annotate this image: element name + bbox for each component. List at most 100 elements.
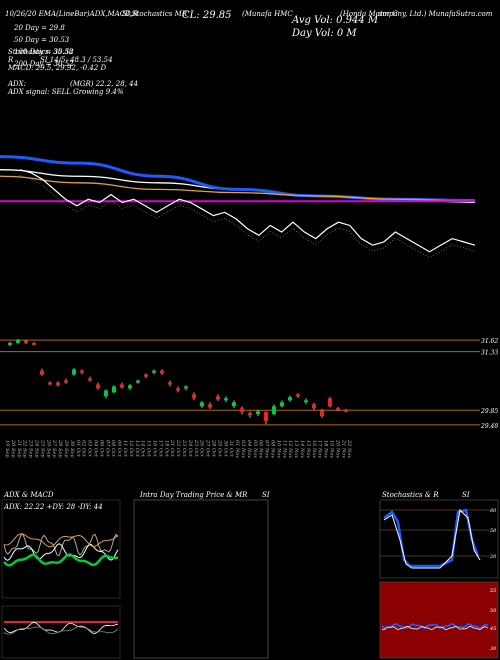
avg-vol: Avg Vol: 0.944 M	[292, 15, 379, 26]
candle-body	[168, 382, 172, 385]
date-tick-label: 29 Oct	[216, 439, 222, 458]
date-tick-label: 24 Sep	[34, 439, 40, 458]
date-tick-label: 11 Oct	[122, 440, 128, 458]
intraday-title: Intra Day Trading Price & MR	[140, 491, 248, 499]
date-tick-label: 14 Nov	[299, 440, 305, 458]
date-tick-label: 27 Sep	[51, 439, 57, 458]
adx-signal-label: ADX signal: SELL Growing 9.4%	[8, 88, 124, 96]
candle-body	[272, 406, 276, 415]
price-line	[19, 169, 476, 253]
ema100-label: 100 Day = 30.52	[14, 48, 74, 56]
company-site: ompany, Ltd.) MunafaSutra.com	[378, 10, 493, 18]
date-tick-label: 09 Oct	[116, 440, 122, 458]
date-tick-label: 10 Nov	[275, 440, 281, 458]
date-tick-label: 23 Sep	[28, 439, 34, 458]
date-tick-label: 21 Sep	[16, 439, 22, 458]
date-tick-label: 03 Oct	[87, 440, 93, 458]
date-tick-label: 13 Oct	[134, 440, 140, 458]
candle-body	[320, 410, 324, 417]
adx-line	[3, 543, 119, 561]
candle-body	[64, 380, 68, 383]
date-tick-label: 19 Nov	[329, 440, 335, 458]
candle-body	[264, 412, 268, 421]
date-tick-label: 19 Sep	[4, 440, 10, 458]
candle-body	[192, 394, 196, 399]
date-tick-label: 26 Oct	[199, 439, 205, 458]
day-vol: Day Vol: 0 M	[292, 28, 357, 39]
date-tick-label: 02 Oct	[81, 440, 87, 458]
rsi-panel-frame	[379, 581, 499, 659]
date-tick-label: 05 Nov	[252, 440, 258, 458]
date-tick-label: 21 Nov	[340, 439, 346, 458]
candle-body	[256, 411, 260, 415]
macd-signal-line	[3, 625, 119, 635]
rsi-label: SI 14/5: 48.3 / 53.54	[40, 56, 113, 64]
date-tick-label: 12 Nov	[287, 440, 293, 458]
date-tick-label: 22 Nov	[346, 439, 352, 458]
date-tick-label: 08 Nov	[270, 440, 276, 458]
intraday-panel-frame	[133, 499, 269, 659]
ema200-label: 200 Day = 30.52	[14, 60, 74, 68]
date-tick-label: 26 Sep	[45, 439, 51, 458]
date-tick-label: 16 Oct	[152, 440, 158, 458]
ema-line-50	[0, 155, 476, 203]
adx-values-label: (MGR) 22.2, 28, 44	[70, 80, 139, 88]
price-level-label: 31.33	[481, 350, 498, 357]
rsi-line	[381, 622, 489, 630]
date-tick-label: 07 Oct	[104, 440, 110, 458]
date-tick-label: 20 Sep	[10, 439, 16, 458]
ema-line-20	[0, 169, 476, 204]
date-tick-label: 03 Nov	[240, 440, 246, 458]
candle-body	[240, 408, 244, 413]
date-tick-label: 15 Oct	[146, 440, 152, 458]
rsi-level-label: 30	[490, 646, 497, 652]
candle-body	[16, 340, 20, 343]
rsi-signal-line	[381, 625, 489, 631]
rsi-r-label: R	[8, 56, 14, 64]
date-tick-label: 11 Nov	[281, 440, 287, 458]
date-tick-label: 13 Nov	[293, 440, 299, 458]
date-tick-label: 14 Oct	[140, 440, 146, 458]
date-tick-label: 29 Sep	[63, 439, 69, 458]
candle-body	[344, 409, 348, 412]
candle-body	[160, 370, 164, 374]
adx-macd-title: ADX & MACD	[4, 491, 54, 499]
candle-body	[232, 402, 236, 407]
date-tick-label: 17 Nov	[317, 440, 323, 458]
stoch-level-label: 50	[490, 528, 497, 534]
adx-label: ADX:	[8, 80, 27, 88]
stoch-level-label: 20	[489, 554, 497, 560]
close-price: CL: 29.85	[182, 10, 232, 21]
date-tick-label: 25 Oct	[193, 439, 199, 458]
plus-di-line	[3, 553, 119, 567]
candle-body	[48, 382, 52, 385]
date-tick-label: 24 Oct	[187, 439, 193, 458]
rsi-level-label: 55	[490, 588, 496, 594]
candle-body	[56, 382, 60, 386]
candle-body	[136, 380, 140, 383]
price-level-label: 31.62	[481, 338, 498, 345]
signal-dotted-line	[19, 175, 476, 259]
candle-body	[200, 402, 204, 407]
date-tick-label: 04 Nov	[246, 440, 252, 458]
date-tick-label: 15 Nov	[305, 440, 311, 458]
date-tick-label: 18 Oct	[163, 440, 169, 458]
date-tick-label: 17 Oct	[157, 440, 163, 458]
candle-body	[176, 388, 180, 391]
candle-body	[184, 386, 188, 389]
candle-body	[104, 390, 108, 397]
candle-body	[40, 370, 44, 375]
date-tick-label: 06 Nov	[258, 440, 264, 458]
header-line1b: SI,Stochastics MR	[122, 10, 188, 18]
candle-body	[336, 408, 340, 411]
ema-line-100	[0, 175, 476, 202]
date-tick-label: 27 Oct	[205, 439, 211, 458]
candle-body	[280, 402, 284, 407]
company-name: (Honda Motor C	[340, 10, 398, 18]
date-tick-label: 06 Oct	[98, 440, 104, 458]
candle-body	[88, 378, 92, 381]
stoch-si-title: SI	[462, 491, 470, 499]
stoch-rsi-title: Stochastics & R	[382, 491, 439, 499]
rsi-level-label: 45	[489, 626, 496, 632]
